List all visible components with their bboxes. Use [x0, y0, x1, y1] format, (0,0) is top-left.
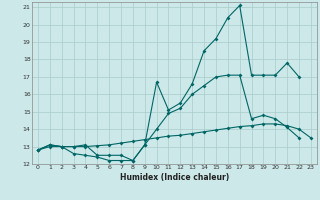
- X-axis label: Humidex (Indice chaleur): Humidex (Indice chaleur): [120, 173, 229, 182]
